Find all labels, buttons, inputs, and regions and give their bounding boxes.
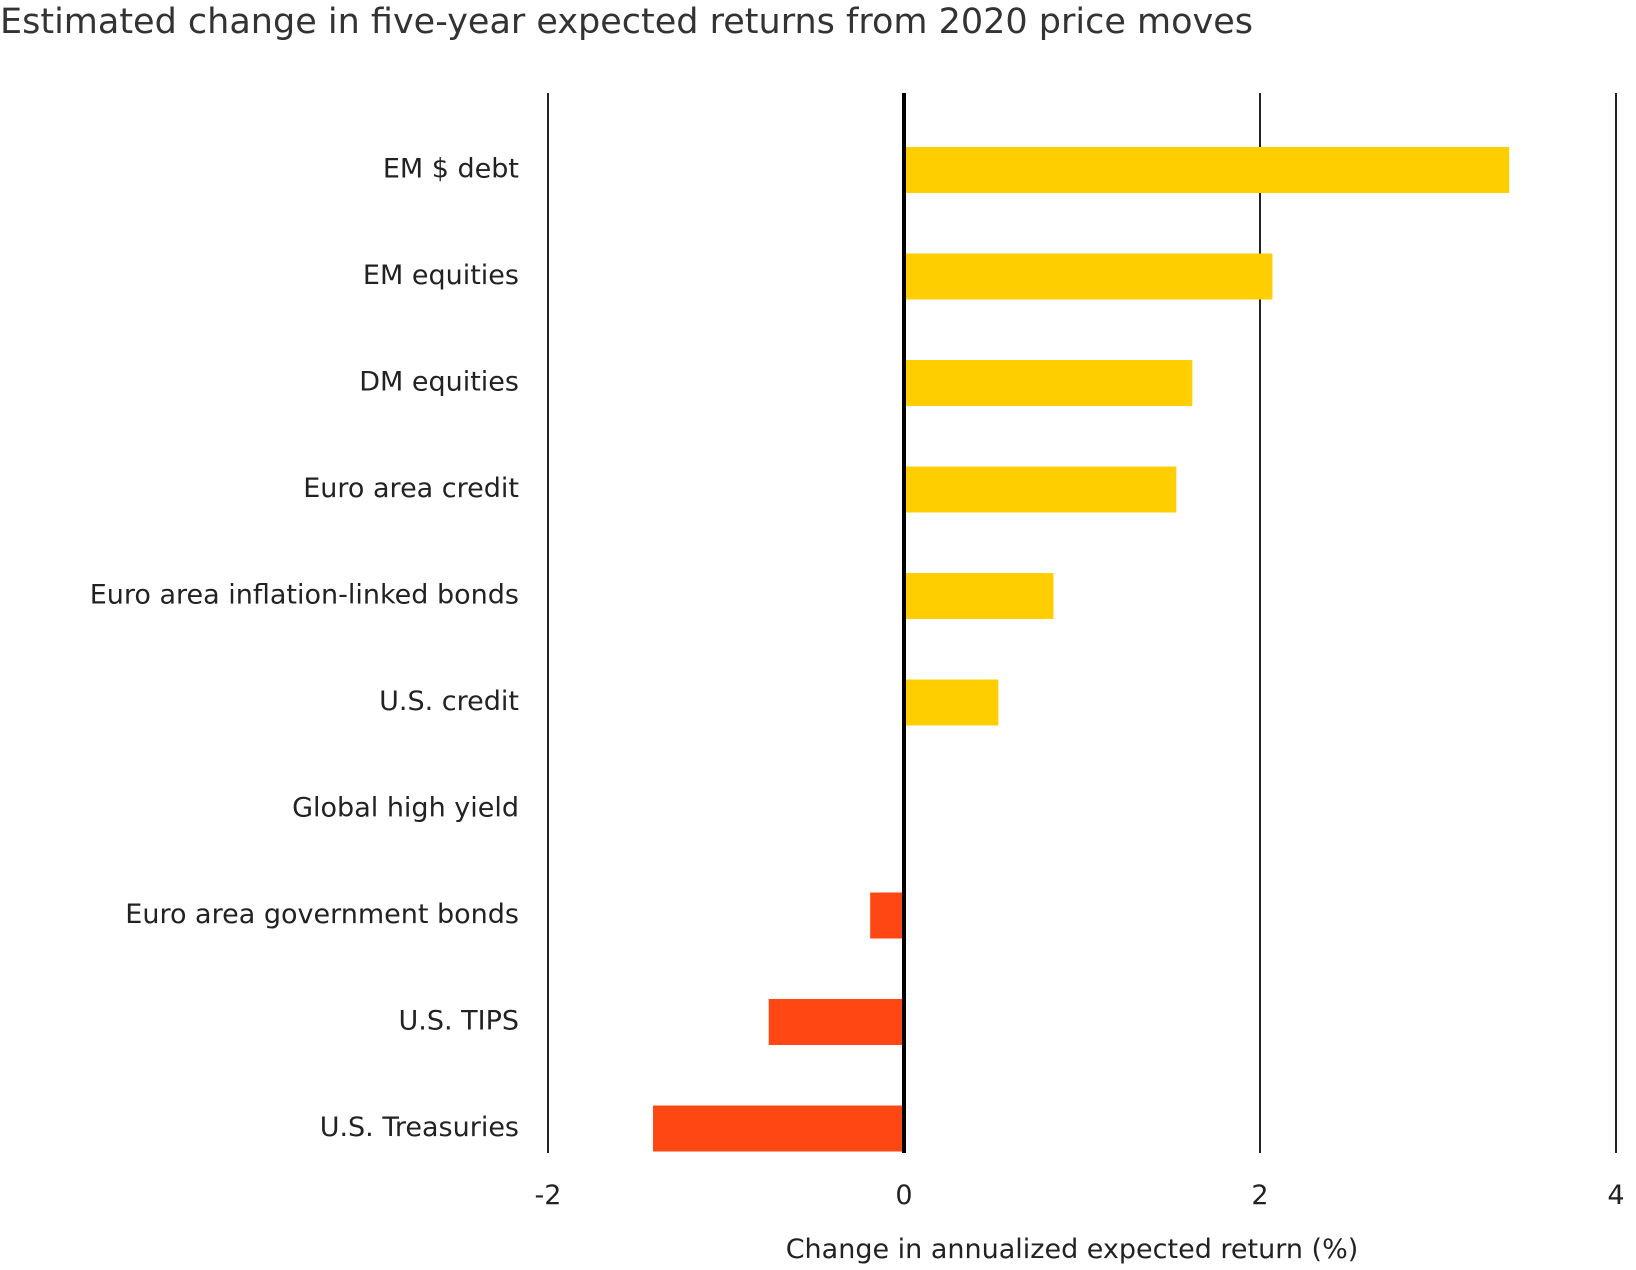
category-label: DM equities	[359, 367, 519, 398]
category-label: Euro area credit	[303, 473, 519, 504]
category-label: U.S. credit	[379, 686, 519, 717]
bars	[653, 147, 1510, 1152]
bar	[904, 679, 999, 726]
category-label: Euro area government bonds	[125, 899, 519, 930]
x-tick-label: 0	[895, 1180, 912, 1211]
category-label: EM $ debt	[383, 154, 519, 185]
x-tick-label: 2	[1251, 1180, 1268, 1211]
gridlines	[547, 93, 1617, 1153]
bar	[768, 999, 904, 1045]
category-label: Global high yield	[292, 793, 519, 824]
bar	[653, 1105, 904, 1152]
bar	[904, 147, 1510, 193]
chart-title: Estimated change in five-year expected r…	[0, 2, 1254, 42]
category-label: EM equities	[363, 260, 519, 291]
bar	[904, 253, 1273, 300]
bar	[904, 573, 1054, 619]
x-axis-title: Change in annualized expected return (%)	[786, 1234, 1359, 1265]
category-label: U.S. Treasuries	[320, 1112, 519, 1143]
bar	[904, 466, 1177, 513]
tick-labels: -2 0 2 4	[535, 1180, 1625, 1211]
category-label: U.S. TIPS	[398, 1006, 519, 1037]
x-tick-label: 4	[1607, 1180, 1624, 1211]
category-label: Euro area inflation-linked bonds	[90, 580, 519, 611]
bar	[870, 892, 904, 939]
bar	[904, 360, 1193, 406]
category-labels: EM $ debt EM equities DM equities Euro area…	[90, 154, 519, 1144]
x-tick-label: -2	[535, 1180, 562, 1211]
